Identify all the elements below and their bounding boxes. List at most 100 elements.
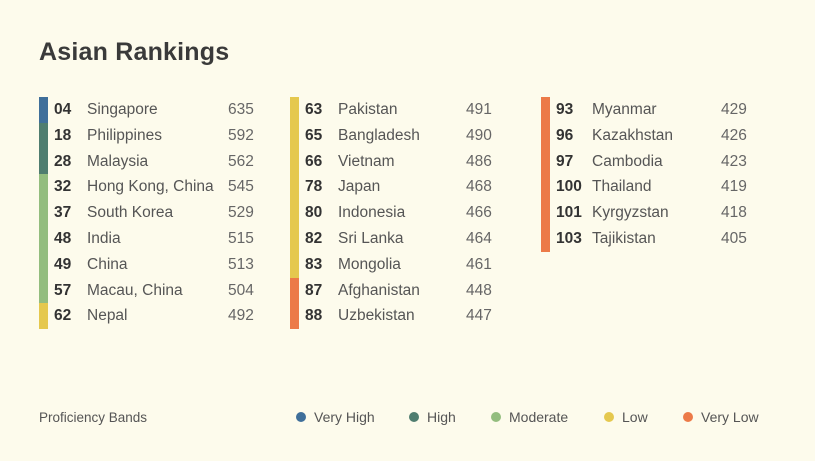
score-value: 635 <box>228 101 254 118</box>
score-value: 448 <box>466 281 492 299</box>
country-name: India <box>87 229 121 247</box>
legend-item-low: Low <box>604 409 648 425</box>
country-name: Uzbekistan <box>338 307 415 325</box>
rank-number: 83 <box>305 255 323 273</box>
band-color-bar <box>39 148 48 175</box>
band-color-bar <box>290 251 299 278</box>
band-color-bar <box>39 277 48 304</box>
score-value: 529 <box>228 204 254 222</box>
country-name: Kazakhstan <box>592 126 673 144</box>
score-value: 468 <box>466 178 492 196</box>
score-value: 418 <box>721 204 747 222</box>
score-value: 490 <box>466 126 492 144</box>
country-name: Indonesia <box>338 204 406 222</box>
score-value: 464 <box>466 229 492 247</box>
country-name: Philippines <box>87 126 162 144</box>
country-name: Macau, China <box>87 281 183 299</box>
rank-number: 103 <box>556 229 582 247</box>
country-name: Cambodia <box>592 152 663 170</box>
band-color-bar <box>290 122 299 149</box>
page-title: Asian Rankings <box>39 38 230 66</box>
legend-swatch <box>683 412 693 422</box>
rank-number: 96 <box>556 126 574 144</box>
country-name: Malaysia <box>87 152 149 170</box>
score-value: 405 <box>721 229 747 247</box>
country-name: Singapore <box>87 101 158 118</box>
country-name: China <box>87 255 128 273</box>
band-color-bar <box>541 225 550 252</box>
legend-title: Proficiency Bands <box>39 410 148 425</box>
band-color-bar <box>541 174 550 201</box>
country-name: Nepal <box>87 307 128 325</box>
band-color-bar <box>290 303 299 330</box>
band-color-bar <box>39 200 48 226</box>
score-value: 461 <box>466 255 492 273</box>
country-name: Vietnam <box>338 152 395 170</box>
rank-number: 62 <box>54 307 72 325</box>
band-color-bar <box>39 251 48 278</box>
rank-number: 32 <box>54 178 72 196</box>
legend-item-very-high: Very High <box>296 409 375 425</box>
legend-swatch <box>296 412 306 422</box>
score-value: 504 <box>228 281 254 299</box>
country-name: Mongolia <box>338 255 401 273</box>
rank-number: 82 <box>305 229 323 247</box>
legend-label: High <box>427 409 456 425</box>
score-value: 562 <box>228 152 254 170</box>
legend-item-very-low: Very Low <box>683 409 759 425</box>
legend-swatch <box>491 412 501 422</box>
country-name: Pakistan <box>338 101 398 118</box>
country-name: Hong Kong, China <box>87 178 214 196</box>
score-value: 492 <box>228 307 254 325</box>
band-color-bar <box>541 122 550 149</box>
legend-label: Low <box>622 409 648 425</box>
score-value: 419 <box>721 178 747 196</box>
legend-swatch <box>604 412 614 422</box>
rank-number: 18 <box>54 126 72 144</box>
band-color-bar <box>290 200 299 226</box>
score-value: 513 <box>228 255 254 273</box>
band-color-bar <box>39 122 48 149</box>
legend-swatch <box>409 412 419 422</box>
rank-number: 80 <box>305 204 323 222</box>
legend-label: Moderate <box>509 409 569 425</box>
country-name: South Korea <box>87 204 174 222</box>
band-color-bar <box>290 97 299 123</box>
rank-number: 101 <box>556 204 582 222</box>
score-value: 486 <box>466 152 492 170</box>
rank-number: 87 <box>305 281 323 299</box>
rank-number: 97 <box>556 152 574 170</box>
band-color-bar <box>39 225 48 252</box>
rank-number: 66 <box>305 152 323 170</box>
band-color-bar <box>290 277 299 304</box>
rank-number: 28 <box>54 152 72 170</box>
rank-number: 48 <box>54 229 72 247</box>
country-name: Bangladesh <box>338 126 420 144</box>
band-color-bar <box>39 97 48 123</box>
country-name: Thailand <box>592 178 652 196</box>
score-value: 592 <box>228 126 254 144</box>
country-name: Afghanistan <box>338 281 420 299</box>
rank-number: 88 <box>305 307 323 325</box>
country-name: Myanmar <box>592 101 657 118</box>
country-name: Tajikistan <box>592 229 656 247</box>
band-color-bar <box>541 148 550 175</box>
score-value: 429 <box>721 101 747 118</box>
legend-item-moderate: Moderate <box>491 409 568 425</box>
rank-number: 100 <box>556 178 582 196</box>
band-color-bar <box>39 174 48 201</box>
score-value: 545 <box>228 178 254 196</box>
band-color-bar <box>290 225 299 252</box>
band-color-bar <box>290 174 299 201</box>
score-value: 423 <box>721 152 747 170</box>
rank-number: 04 <box>54 101 72 118</box>
country-name: Sri Lanka <box>338 229 404 247</box>
band-color-bar <box>541 97 550 123</box>
score-value: 491 <box>466 101 492 118</box>
country-name: Japan <box>338 178 381 196</box>
legend-label: Very High <box>314 409 375 425</box>
score-value: 426 <box>721 126 747 144</box>
band-color-bar <box>541 200 550 226</box>
band-color-bar <box>290 148 299 175</box>
legend-item-high: High <box>409 409 456 425</box>
